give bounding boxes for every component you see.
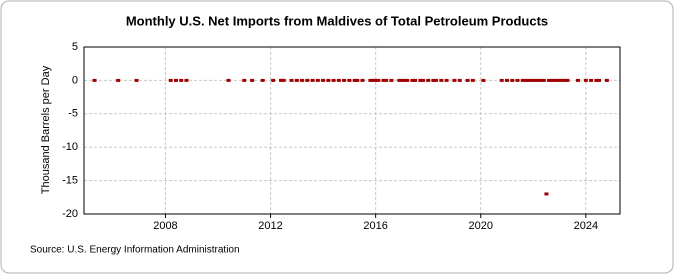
- point: [536, 78, 541, 82]
- point: [281, 78, 286, 82]
- point: [465, 78, 470, 82]
- point: [604, 78, 609, 82]
- point: [418, 78, 423, 82]
- point: [289, 78, 294, 82]
- frame: [0, 0, 674, 274]
- point: [470, 78, 475, 82]
- x-tick-label: 2016: [363, 220, 387, 232]
- point: [439, 78, 444, 82]
- point: [315, 78, 320, 82]
- y-tick-label: 0: [72, 74, 78, 86]
- point: [184, 78, 189, 82]
- point: [305, 78, 310, 82]
- point: [389, 78, 394, 82]
- point: [575, 78, 580, 82]
- point: [326, 78, 331, 82]
- point: [557, 78, 562, 82]
- point: [523, 78, 528, 82]
- point: [92, 78, 97, 82]
- point: [260, 78, 265, 82]
- point: [347, 78, 352, 82]
- x-tick-label: 2012: [258, 220, 282, 232]
- point: [116, 78, 121, 82]
- y-tick-label: -5: [68, 108, 78, 120]
- point: [526, 78, 531, 82]
- point: [294, 78, 299, 82]
- point: [331, 78, 336, 82]
- point: [481, 78, 486, 82]
- point: [452, 78, 457, 82]
- point: [434, 78, 439, 82]
- point: [583, 78, 588, 82]
- point: [250, 78, 255, 82]
- y-tick-label: -15: [62, 175, 78, 187]
- point: [589, 78, 594, 82]
- point: [413, 78, 418, 82]
- point: [271, 78, 276, 82]
- point: [168, 78, 173, 82]
- y-tick-label: 5: [72, 41, 78, 53]
- x-tick-label: 2024: [574, 220, 598, 232]
- point: [399, 78, 404, 82]
- point: [552, 78, 557, 82]
- point: [410, 78, 415, 82]
- point: [173, 78, 178, 82]
- y-axis-label: Thousand Barrels per Day: [40, 65, 52, 194]
- point: [226, 78, 231, 82]
- point: [547, 78, 552, 82]
- point: [426, 78, 431, 82]
- point: [541, 78, 546, 82]
- y-tick-label: -20: [62, 208, 78, 220]
- point: [594, 78, 599, 82]
- point: [431, 78, 436, 82]
- point: [371, 78, 376, 82]
- point: [510, 78, 515, 82]
- point: [544, 192, 549, 196]
- x-tick-label: 2008: [153, 220, 177, 232]
- point: [457, 78, 462, 82]
- point: [310, 78, 315, 82]
- point: [596, 78, 601, 82]
- point: [384, 78, 389, 82]
- point: [360, 78, 365, 82]
- chart-title: Monthly U.S. Net Imports from Maldives o…: [126, 13, 548, 28]
- point: [376, 78, 381, 82]
- point: [373, 78, 378, 82]
- point: [444, 78, 449, 82]
- point: [520, 78, 525, 82]
- point: [397, 78, 402, 82]
- point: [321, 78, 326, 82]
- y-tick-label: -10: [62, 141, 78, 153]
- point: [134, 78, 139, 82]
- point: [565, 78, 570, 82]
- point: [179, 78, 184, 82]
- point: [549, 78, 554, 82]
- point: [368, 78, 373, 82]
- point: [560, 78, 565, 82]
- point: [528, 78, 533, 82]
- point: [539, 78, 544, 82]
- point: [533, 78, 538, 82]
- point: [554, 78, 559, 82]
- point: [405, 78, 410, 82]
- point: [402, 78, 407, 82]
- point: [342, 78, 347, 82]
- point: [352, 78, 357, 82]
- source: Source: U.S. Energy Information Administ…: [30, 245, 240, 256]
- point: [300, 78, 305, 82]
- x-tick-label: 2020: [469, 220, 493, 232]
- point: [515, 78, 520, 82]
- point: [381, 78, 386, 82]
- point: [499, 78, 504, 82]
- point: [420, 78, 425, 82]
- point: [505, 78, 510, 82]
- point: [336, 78, 341, 82]
- point: [355, 78, 360, 82]
- plot-area: [83, 46, 621, 215]
- point: [242, 78, 247, 82]
- point: [279, 78, 284, 82]
- point: [531, 78, 536, 82]
- point: [562, 78, 567, 82]
